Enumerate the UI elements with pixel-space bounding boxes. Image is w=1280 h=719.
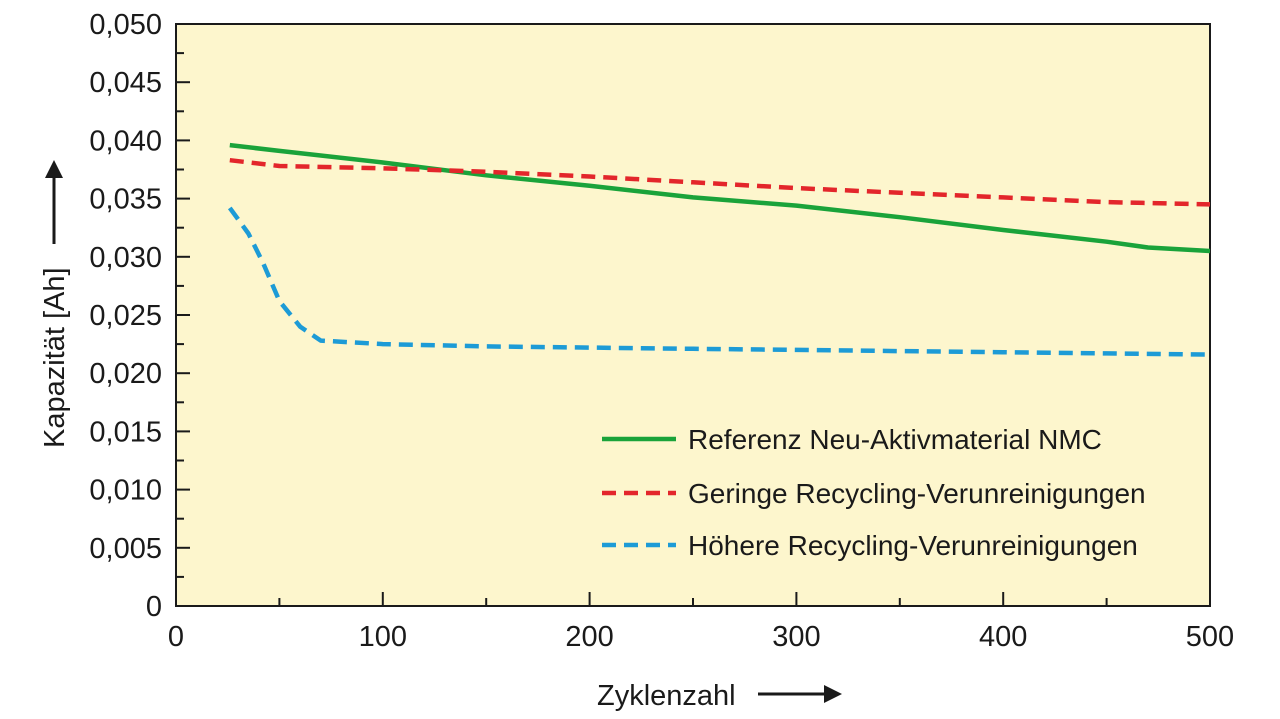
y-tick-label: 0 — [146, 591, 162, 623]
x-tick-label: 500 — [1186, 621, 1234, 653]
y-tick-label: 0,020 — [89, 358, 162, 390]
y-tick-label: 0,030 — [89, 242, 162, 274]
series-line-geringe — [229, 157, 1211, 207]
x-tick-label: 200 — [565, 621, 613, 653]
y-axis-arrow — [45, 160, 63, 244]
legend-label-geringe: Geringe Recycling-Verunreinigungen — [688, 478, 1146, 509]
y-tick-label: 0,015 — [89, 416, 162, 448]
y-tick-label: 0,035 — [89, 184, 162, 216]
ticks-layer: 0 0,005 0,010 0,015 0,020 0,025 0,030 0,035 0,04… — [89, 9, 1234, 653]
x-tick-label: 100 — [359, 621, 407, 653]
legend-label-hoehere: Höhere Recycling-Verunreinigungen — [688, 530, 1138, 561]
x-tick-label: 400 — [979, 621, 1027, 653]
x-axis-arrow — [758, 685, 842, 703]
series-layer — [227, 142, 1211, 357]
legend: Referenz Neu-Aktivmaterial NMC Geringe R… — [602, 424, 1146, 561]
plot-area — [175, 23, 1211, 607]
y-axis-title: Kapazität [Ah] — [39, 267, 71, 448]
series-line-hoehere — [227, 206, 1211, 357]
y-tick-label: 0,045 — [89, 67, 162, 99]
x-tick-label: 300 — [772, 621, 820, 653]
y-tick-label: 0,040 — [89, 125, 162, 157]
x-axis-title: Zyklenzahl — [597, 680, 736, 712]
series-line-referenz — [229, 142, 1211, 254]
x-tick-label: 0 — [168, 621, 184, 653]
y-tick-label: 0,025 — [89, 300, 162, 332]
y-tick-label: 0,010 — [89, 475, 162, 507]
y-tick-label: 0,005 — [89, 533, 162, 565]
y-tick-label: 0,050 — [89, 9, 162, 41]
legend-label-referenz: Referenz Neu-Aktivmaterial NMC — [688, 424, 1102, 455]
